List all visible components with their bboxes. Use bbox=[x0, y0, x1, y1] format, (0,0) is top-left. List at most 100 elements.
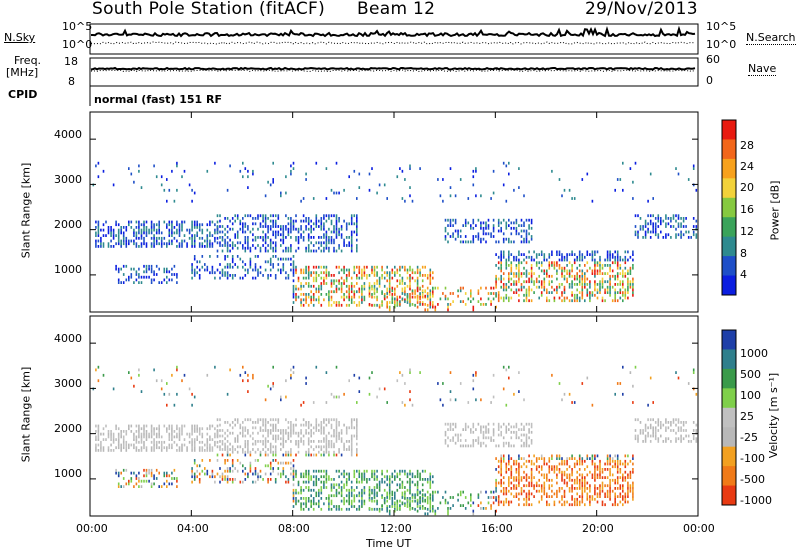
velocity-pixel bbox=[135, 482, 138, 486]
velocity-pixel bbox=[611, 457, 614, 460]
power-pixel bbox=[411, 199, 414, 203]
velocity-pixel bbox=[515, 487, 518, 490]
power-pixel bbox=[589, 253, 591, 256]
power-pixel bbox=[312, 279, 315, 283]
power-pixel bbox=[338, 271, 340, 275]
velocity-pixel bbox=[181, 430, 183, 433]
power-pixel bbox=[198, 228, 201, 232]
power-pixel bbox=[616, 291, 619, 294]
velocity-pixel bbox=[472, 441, 475, 445]
power-pixel bbox=[548, 283, 551, 286]
power-pixel bbox=[168, 223, 171, 227]
power-pixel bbox=[510, 266, 513, 270]
velocity-pixel bbox=[513, 430, 515, 434]
power-pixel bbox=[589, 291, 591, 294]
velocity-pixel bbox=[457, 439, 459, 442]
velocity-pixel bbox=[459, 439, 462, 442]
power-pixel bbox=[343, 238, 345, 242]
velocity-pixel bbox=[168, 443, 171, 447]
power-pixel bbox=[368, 188, 371, 192]
velocity-pixel bbox=[300, 475, 302, 479]
power-pixel bbox=[525, 240, 528, 244]
velocity-pixel bbox=[345, 480, 348, 484]
power-pixel bbox=[500, 274, 502, 278]
velocity-pixel bbox=[274, 423, 277, 427]
velocity-pixel bbox=[376, 483, 378, 487]
velocity-pixel bbox=[120, 430, 122, 433]
power-pixel bbox=[302, 271, 305, 275]
velocity-pixel bbox=[345, 483, 348, 487]
power-pixel bbox=[209, 220, 211, 224]
velocity-pixel bbox=[622, 462, 624, 466]
power-pixel bbox=[140, 242, 143, 246]
velocity-pixel bbox=[211, 449, 214, 452]
velocity-pixel bbox=[533, 484, 535, 488]
power-pixel bbox=[252, 244, 254, 247]
velocity-pixel bbox=[376, 491, 378, 495]
power-pixel bbox=[649, 219, 652, 223]
velocity-pixel bbox=[166, 479, 168, 483]
power-pixel bbox=[224, 255, 226, 258]
power-pixel bbox=[563, 188, 566, 192]
power-pixel bbox=[274, 274, 277, 277]
velocity-pixel bbox=[594, 462, 596, 466]
power-pixel bbox=[573, 274, 576, 278]
power-pixel bbox=[470, 240, 472, 244]
velocity-pixel bbox=[267, 440, 269, 443]
power-pixel bbox=[523, 237, 525, 241]
velocity-pixel bbox=[525, 478, 528, 482]
power-pixel bbox=[328, 271, 330, 275]
power-pixel bbox=[601, 299, 604, 303]
power-pixel bbox=[333, 225, 335, 228]
power-scatter-pixels bbox=[92, 161, 698, 312]
power-pixel bbox=[500, 266, 502, 270]
power-pixel bbox=[614, 274, 616, 278]
power-pixel bbox=[652, 227, 654, 231]
velocity-pixel bbox=[627, 454, 629, 458]
velocity-ytick-4000: 4000 bbox=[54, 332, 82, 345]
power-pixel bbox=[558, 283, 561, 286]
velocity-pixel bbox=[302, 434, 305, 438]
velocity-pixel bbox=[586, 457, 589, 460]
power-pixel bbox=[229, 274, 231, 277]
power-pixel bbox=[214, 223, 216, 227]
velocity-pixel bbox=[239, 423, 242, 427]
power-pixel bbox=[528, 293, 530, 297]
velocity-pixel bbox=[264, 423, 267, 427]
power-pixel bbox=[247, 186, 249, 189]
velocity-pixel bbox=[543, 476, 546, 479]
power-pixel bbox=[204, 239, 206, 243]
velocity-pixel bbox=[148, 435, 150, 439]
power-pixel bbox=[594, 293, 596, 297]
velocity-pixel bbox=[219, 418, 221, 422]
velocity-pixel bbox=[122, 438, 125, 441]
velocity-pixel bbox=[515, 422, 518, 426]
velocity-pixel bbox=[209, 449, 211, 452]
power-pixel bbox=[540, 293, 543, 297]
velocity-pixel bbox=[485, 490, 487, 494]
power-pixel bbox=[586, 277, 589, 281]
velocity-pixel bbox=[272, 437, 274, 441]
power-pixel bbox=[264, 268, 267, 272]
power-pixel bbox=[277, 225, 280, 228]
power-pixel bbox=[581, 280, 584, 284]
velocity-pixel bbox=[525, 495, 528, 498]
power-pixel bbox=[490, 300, 492, 303]
velocity-pixel bbox=[259, 418, 262, 422]
power-pixel bbox=[629, 266, 632, 270]
power-pixel bbox=[546, 288, 548, 292]
power-pixel bbox=[340, 284, 343, 288]
velocity-pixel bbox=[449, 422, 452, 426]
power-pixel bbox=[224, 227, 226, 231]
velocity-pixel bbox=[158, 427, 160, 431]
power-pixel bbox=[561, 274, 563, 278]
power-pixel bbox=[406, 271, 409, 275]
power-pixel bbox=[657, 219, 660, 223]
power-pixel bbox=[553, 266, 556, 270]
power-pixel bbox=[589, 299, 591, 303]
velocity-pixel bbox=[310, 494, 312, 498]
power-pixel bbox=[356, 249, 358, 253]
velocity-pixel bbox=[551, 489, 553, 493]
velocity-pixel bbox=[323, 426, 325, 430]
power-pixel bbox=[110, 231, 112, 235]
